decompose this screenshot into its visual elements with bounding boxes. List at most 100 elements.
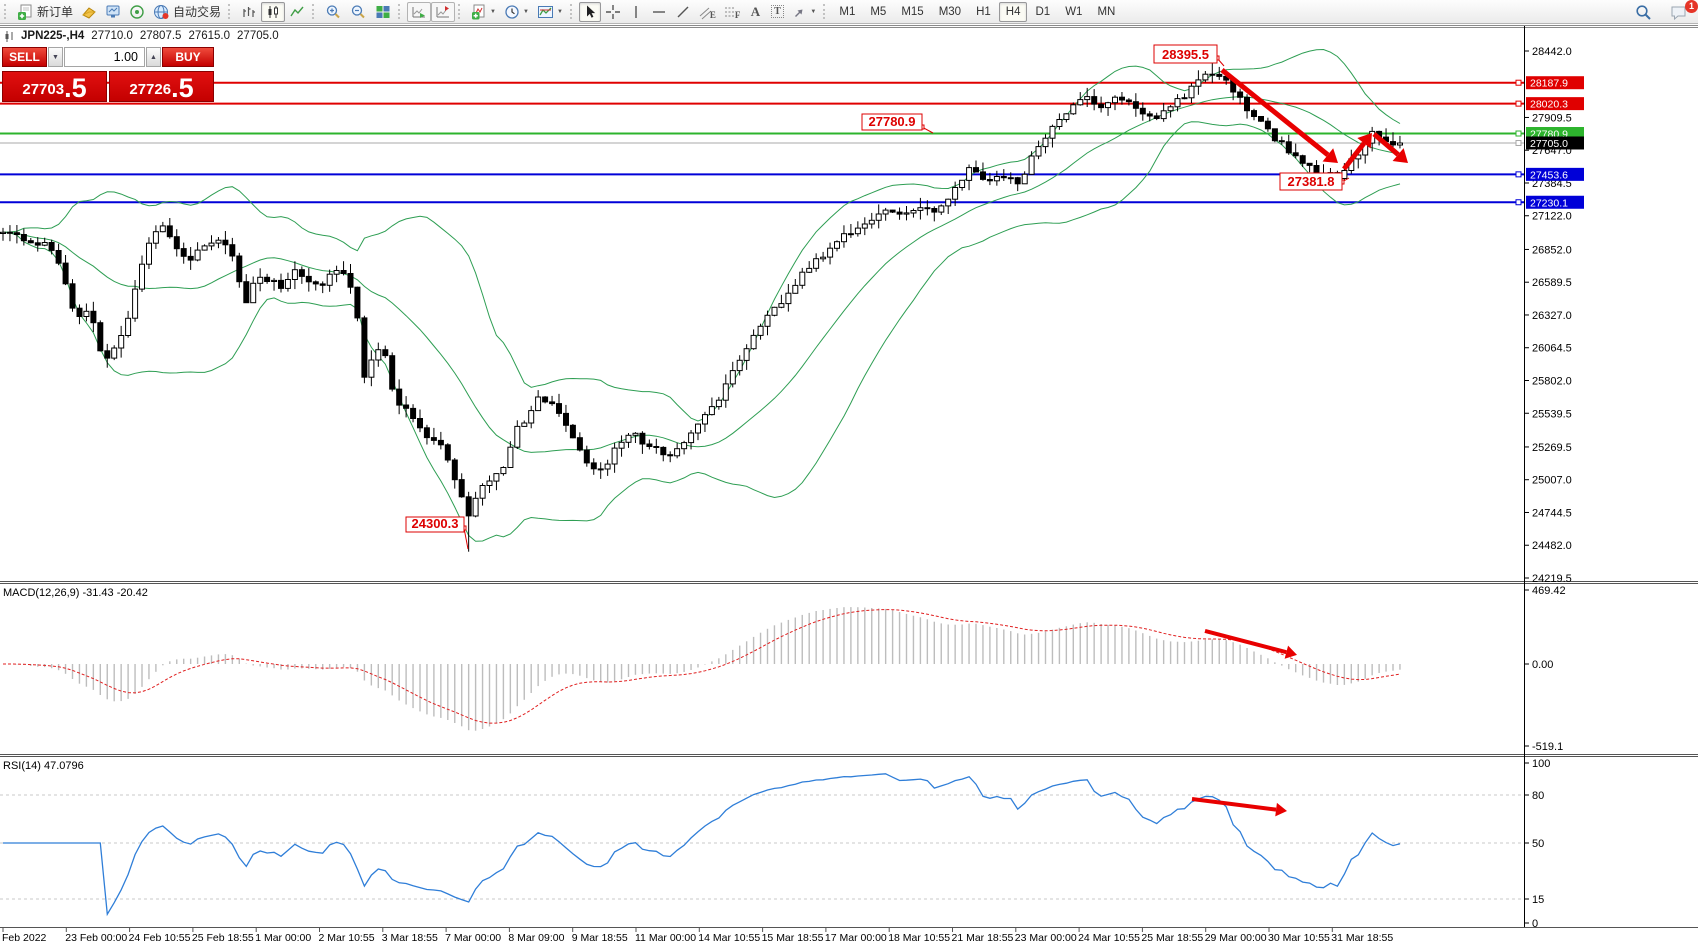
time-axis-label: 24 Feb 10:55 — [129, 932, 191, 944]
price-tick-label: 27122.0 — [1532, 211, 1572, 223]
buy-button[interactable]: BUY — [162, 47, 214, 67]
signals-button[interactable] — [125, 2, 149, 22]
volume-decrease-button[interactable]: ▼ — [48, 47, 63, 67]
data-window-button[interactable] — [101, 2, 125, 22]
price-tick-label: 28442.0 — [1532, 46, 1572, 58]
toolbar-grip[interactable] — [228, 4, 233, 19]
buy-price-panel[interactable]: 27726 .5 — [109, 71, 214, 102]
rsi-indicator-label: RSI(14) 47.0796 — [3, 760, 84, 772]
cursor-icon — [586, 5, 596, 18]
price-tick-label: 26589.5 — [1532, 277, 1572, 289]
templates-icon — [537, 5, 553, 18]
timeframe-H1[interactable]: H1 — [976, 5, 991, 18]
timeframe-MN[interactable]: MN — [1097, 5, 1116, 18]
templates-button[interactable]: ▼ — [533, 2, 567, 22]
line-chart-mode-button[interactable] — [285, 2, 309, 22]
timeframe-M1[interactable]: M1 — [839, 5, 856, 18]
price-tick-label: 24744.5 — [1532, 507, 1572, 519]
toolbar-grip[interactable] — [823, 4, 828, 19]
trend-arrow — [1342, 141, 1366, 171]
trendline-tool-button[interactable] — [671, 2, 695, 22]
timeframe-M15[interactable]: M15 — [901, 5, 924, 18]
sell-button[interactable]: SELL — [2, 47, 47, 67]
svg-text:27453.6: 27453.6 — [1530, 169, 1568, 181]
candle-chart-mode-button[interactable] — [261, 1, 286, 22]
equidistant-channel-tool-button[interactable]: E — [695, 2, 720, 22]
svg-text:28187.9: 28187.9 — [1530, 78, 1568, 90]
macd-histogram — [16, 607, 1401, 731]
fibonacci-tool-button[interactable]: F — [720, 2, 745, 22]
templates-dropdown-caret[interactable]: ▼ — [556, 8, 563, 15]
periods-dropdown-caret[interactable]: ▼ — [522, 8, 529, 15]
volume-input[interactable]: 1.00 — [64, 47, 145, 67]
price-level-axis-label — [1526, 97, 1584, 111]
sell-price-main: 27703 — [22, 81, 65, 98]
time-axis-label: 18 Mar 10:55 — [888, 932, 950, 944]
timeframe-H4[interactable]: H4 — [998, 1, 1028, 22]
annotation-box — [405, 516, 465, 533]
toolbar-grip[interactable] — [569, 4, 575, 19]
price-tick-label: 24482.0 — [1532, 540, 1572, 552]
auto-scroll-icon — [412, 6, 426, 18]
annotation-price-label: 27381.8 — [1288, 174, 1335, 189]
time-axis-label: 8 Mar 09:00 — [508, 932, 564, 944]
volume-increase-button[interactable]: ▲ — [146, 47, 161, 67]
arrows-tool-button[interactable]: ▼ — [788, 2, 820, 22]
auto-scroll-button[interactable] — [407, 1, 432, 22]
svg-text:27705.0: 27705.0 — [1530, 138, 1568, 150]
rsi-tick-label: 80 — [1532, 790, 1544, 802]
time-axis-label: 24 Mar 10:55 — [1078, 932, 1140, 944]
crosshair-tool-button[interactable] — [601, 2, 625, 22]
bar-chart-mode-button[interactable] — [237, 2, 261, 22]
bollinger-lower-band — [2, 121, 1401, 542]
trend-arrow — [1204, 628, 1287, 655]
zoom-out-button[interactable] — [346, 2, 371, 22]
zoom-in-button[interactable] — [321, 2, 346, 22]
periods-button[interactable]: ▼ — [500, 2, 533, 22]
search-button[interactable] — [1631, 2, 1656, 22]
sell-price-panel[interactable]: 27703 .5 — [2, 71, 107, 102]
text-tool-button[interactable]: A — [744, 2, 766, 22]
macd-indicator-label: MACD(12,26,9) -31.43 -20.42 — [3, 587, 148, 599]
horizontal-line-tool-button[interactable] — [647, 2, 671, 22]
data-window-icon — [106, 5, 120, 17]
timeframe-M5[interactable]: M5 — [870, 5, 887, 18]
chat-button[interactable]: 1 — [1666, 0, 1698, 22]
market-watch-button[interactable] — [77, 2, 101, 22]
trend-arrow — [1220, 68, 1330, 157]
new-order-button[interactable]: 新订单 — [13, 2, 77, 22]
price-tick-label: 24219.5 — [1532, 573, 1572, 585]
indicators-button[interactable]: ▼ — [467, 2, 500, 22]
timeframe-W1[interactable]: W1 — [1065, 5, 1083, 18]
timeframe-D1[interactable]: D1 — [1035, 5, 1051, 18]
one-click-trading-panel: SELL ▼ 1.00 ▲ BUY 27703 .5 27726 .5 — [2, 47, 214, 102]
annotation-leader — [463, 527, 469, 550]
indicators-dropdown-caret[interactable]: ▼ — [490, 8, 496, 15]
toolbar-grip[interactable] — [398, 4, 403, 19]
fibonacci-lines-icon — [724, 7, 735, 16]
toolbar-grip[interactable] — [312, 4, 317, 19]
autotrade-button[interactable]: 自动交易 — [149, 2, 225, 22]
annotation-price-label: 27780.9 — [869, 114, 916, 129]
time-axis-label: 21 Mar 18:55 — [952, 932, 1014, 944]
chat-unread-badge: 1 — [1685, 0, 1698, 13]
toolbar-grip[interactable] — [458, 4, 463, 19]
arrows-dropdown-caret[interactable]: ▼ — [810, 8, 817, 15]
zoom-in-icon — [326, 4, 340, 18]
chart-shift-button[interactable] — [431, 1, 456, 22]
cursor-tool-button[interactable] — [578, 1, 601, 22]
tile-windows-button[interactable] — [371, 2, 395, 22]
vertical-line-tool-button[interactable] — [625, 2, 647, 22]
time-axis-label: 29 Mar 00:00 — [1205, 932, 1267, 944]
text-label-tool-button[interactable]: T — [766, 2, 788, 22]
time-axis-label: 23 Mar 00:00 — [1015, 932, 1077, 944]
text-tool-letter: A — [750, 3, 761, 19]
autotrade-label: 自动交易 — [173, 5, 222, 19]
timeframe-M30[interactable]: M30 — [938, 5, 962, 18]
toolbar-grip[interactable] — [4, 4, 9, 19]
trend-arrow — [1191, 797, 1277, 812]
market-watch-icon — [82, 6, 96, 19]
annotation-box — [861, 113, 923, 131]
